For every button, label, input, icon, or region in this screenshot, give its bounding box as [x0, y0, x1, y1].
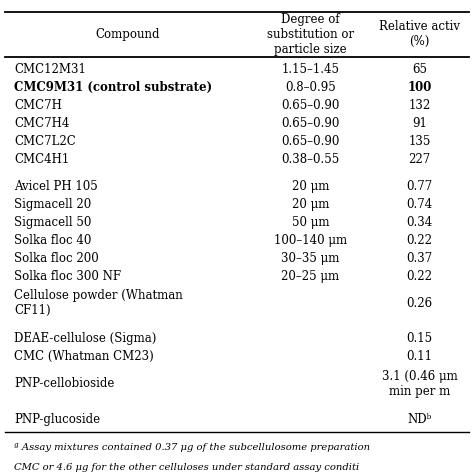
Text: CMC12M31: CMC12M31	[14, 63, 86, 76]
Text: 135: 135	[408, 135, 431, 148]
Text: 0.8–0.95: 0.8–0.95	[285, 81, 336, 94]
Text: NDᵇ: NDᵇ	[407, 413, 432, 426]
Text: 0.22: 0.22	[407, 270, 432, 283]
Text: Sigmacell 20: Sigmacell 20	[14, 198, 91, 211]
Text: 0.38–0.55: 0.38–0.55	[282, 153, 339, 166]
Text: DEAE-cellulose (Sigma): DEAE-cellulose (Sigma)	[14, 332, 156, 346]
Text: PNP-glucoside: PNP-glucoside	[14, 413, 100, 426]
Text: Degree of
substitution or
particle size: Degree of substitution or particle size	[267, 13, 354, 56]
Text: Avicel PH 105: Avicel PH 105	[14, 180, 98, 193]
Text: PNP-cellobioside: PNP-cellobioside	[14, 377, 115, 391]
Text: 65: 65	[412, 63, 427, 76]
Text: 50 μm: 50 μm	[292, 216, 329, 229]
Text: Solka floc 40: Solka floc 40	[14, 234, 91, 247]
Text: 100–140 μm: 100–140 μm	[274, 234, 347, 247]
Text: CMC or 4.6 μg for the other celluloses under standard assay conditi: CMC or 4.6 μg for the other celluloses u…	[14, 463, 359, 472]
Text: 0.15: 0.15	[406, 332, 433, 346]
Text: Solka floc 200: Solka floc 200	[14, 252, 99, 265]
Text: CMC9M31 (control substrate): CMC9M31 (control substrate)	[14, 81, 212, 94]
Text: Sigmacell 50: Sigmacell 50	[14, 216, 91, 229]
Text: 20 μm: 20 μm	[292, 198, 329, 211]
Text: 0.26: 0.26	[406, 297, 433, 310]
Text: 132: 132	[409, 99, 430, 112]
Text: Cellulose powder (Whatman
CF11): Cellulose powder (Whatman CF11)	[14, 289, 183, 318]
Text: ª Assay mixtures contained 0.37 μg of the subcellulosome preparation: ª Assay mixtures contained 0.37 μg of th…	[14, 443, 370, 452]
Text: 20 μm: 20 μm	[292, 180, 329, 193]
Text: CMC7H: CMC7H	[14, 99, 62, 112]
Text: 0.37: 0.37	[406, 252, 433, 265]
Text: 1.15–1.45: 1.15–1.45	[282, 63, 339, 76]
Text: 0.74: 0.74	[406, 198, 433, 211]
Text: 0.65–0.90: 0.65–0.90	[281, 99, 340, 112]
Text: Solka floc 300 NF: Solka floc 300 NF	[14, 270, 121, 283]
Text: CMC7L2C: CMC7L2C	[14, 135, 76, 148]
Text: 0.22: 0.22	[407, 234, 432, 247]
Text: 0.65–0.90: 0.65–0.90	[281, 117, 340, 130]
Text: 3.1 (0.46 μm
min per m: 3.1 (0.46 μm min per m	[382, 370, 457, 398]
Text: Compound: Compound	[96, 28, 160, 41]
Text: Relative activ
(%): Relative activ (%)	[379, 20, 460, 48]
Text: 20–25 μm: 20–25 μm	[282, 270, 339, 283]
Text: CMC4H1: CMC4H1	[14, 153, 70, 166]
Text: CMC7H4: CMC7H4	[14, 117, 70, 130]
Text: 0.34: 0.34	[406, 216, 433, 229]
Text: 227: 227	[409, 153, 430, 166]
Text: 100: 100	[407, 81, 432, 94]
Text: 91: 91	[412, 117, 427, 130]
Text: 0.65–0.90: 0.65–0.90	[281, 135, 340, 148]
Text: 30–35 μm: 30–35 μm	[281, 252, 340, 265]
Text: 0.11: 0.11	[407, 350, 432, 364]
Text: 0.77: 0.77	[406, 180, 433, 193]
Text: CMC (Whatman CM23): CMC (Whatman CM23)	[14, 350, 154, 364]
